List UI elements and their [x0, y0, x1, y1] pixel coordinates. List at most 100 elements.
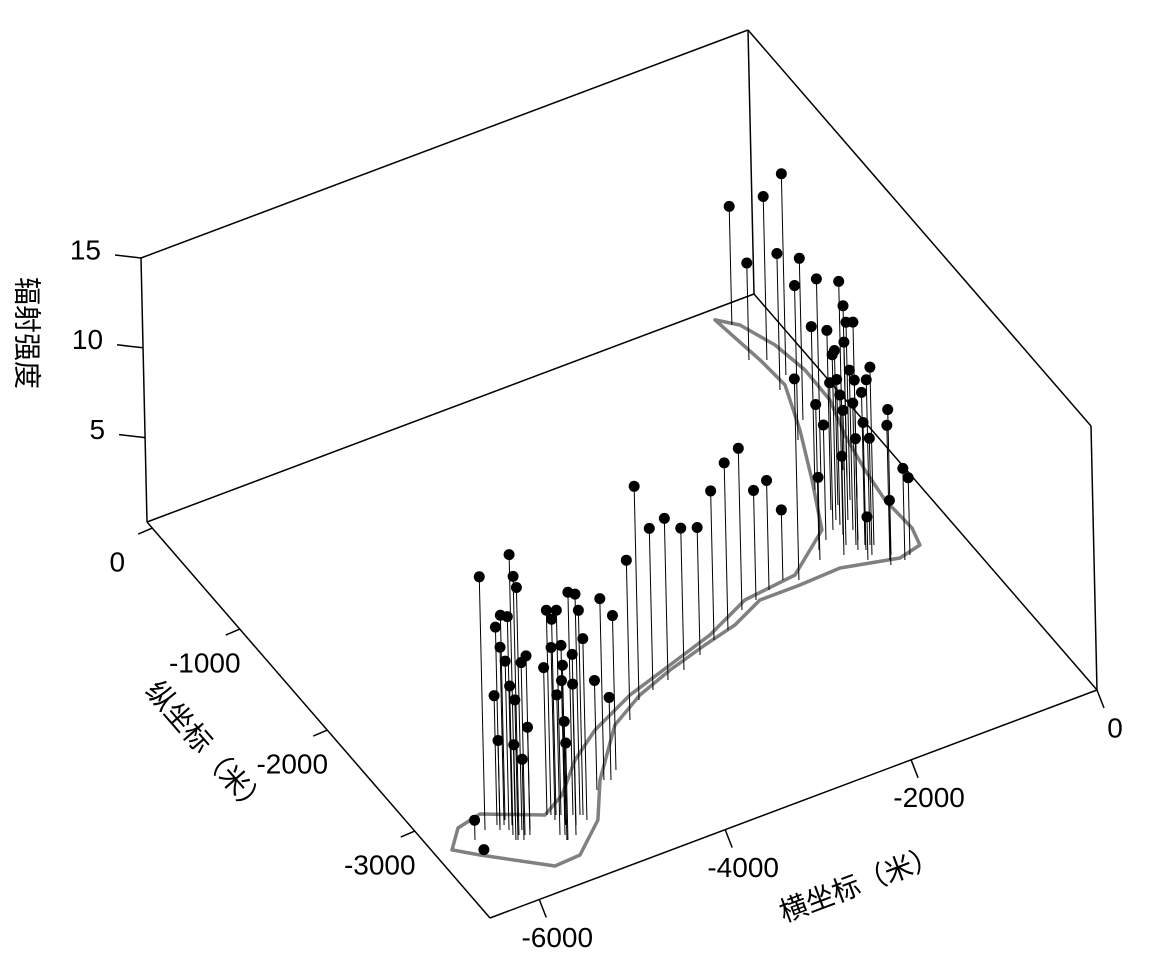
point — [551, 689, 563, 701]
z-tick-label: 5 — [90, 414, 106, 445]
point — [588, 674, 600, 686]
stem — [780, 173, 787, 375]
point — [489, 621, 501, 633]
point — [603, 691, 615, 703]
point — [478, 844, 490, 856]
point — [507, 570, 519, 582]
point — [821, 324, 833, 336]
box-edge — [489, 689, 1098, 919]
point — [473, 571, 485, 583]
stem — [680, 528, 685, 671]
stem — [582, 638, 588, 821]
stem — [815, 278, 822, 480]
stem — [478, 576, 486, 831]
stem — [776, 253, 781, 391]
point — [775, 168, 787, 180]
stem — [648, 528, 654, 690]
stem — [762, 196, 768, 360]
point — [882, 404, 894, 416]
stem — [866, 516, 869, 560]
point — [847, 316, 859, 328]
point — [675, 522, 687, 534]
point — [606, 610, 618, 622]
point — [741, 257, 753, 269]
stem — [696, 527, 701, 656]
point — [836, 450, 848, 462]
stem — [574, 594, 581, 815]
stem — [493, 695, 498, 825]
point — [577, 633, 589, 645]
stem — [746, 263, 750, 361]
point — [516, 753, 528, 765]
point — [837, 300, 849, 312]
point — [810, 398, 822, 410]
y-tick — [400, 830, 416, 838]
point — [788, 373, 800, 385]
point — [805, 321, 817, 333]
stem — [625, 560, 631, 721]
point — [761, 474, 773, 486]
box-edge — [1090, 425, 1098, 691]
point — [775, 504, 787, 516]
point — [855, 386, 867, 398]
stem — [556, 694, 561, 835]
x-tick-label: 0 — [1107, 712, 1123, 743]
point — [538, 662, 550, 674]
box-edge — [747, 29, 1092, 427]
stem — [514, 699, 519, 841]
point — [504, 680, 516, 692]
point — [789, 280, 801, 292]
stem — [512, 576, 520, 835]
stem — [854, 438, 859, 551]
stem — [499, 647, 505, 826]
point — [509, 694, 521, 706]
x-tick — [1096, 689, 1105, 709]
stem — [862, 422, 867, 550]
x-tick — [724, 829, 733, 848]
stem — [869, 367, 875, 545]
box-edge — [146, 521, 491, 919]
stem — [886, 425, 891, 561]
z-tick-label: 10 — [72, 324, 103, 355]
point — [837, 404, 849, 416]
point — [861, 511, 873, 523]
point — [864, 361, 876, 373]
y-tick — [225, 628, 241, 636]
y-tick-label: -2000 — [256, 748, 328, 779]
point — [723, 200, 735, 212]
point — [492, 735, 504, 747]
point — [771, 248, 783, 260]
box-edge — [753, 293, 1098, 691]
z-axis-title: 辐射强度 — [12, 277, 43, 389]
point — [857, 416, 869, 428]
point — [757, 191, 769, 203]
stem — [728, 206, 733, 325]
stem — [545, 610, 552, 816]
point — [594, 593, 606, 605]
y-tick — [312, 729, 328, 737]
stem — [822, 425, 827, 540]
point — [560, 737, 572, 749]
y-tick — [137, 527, 153, 535]
stem — [798, 258, 804, 420]
stem — [577, 610, 584, 816]
stem — [888, 500, 892, 565]
point — [860, 374, 872, 386]
point — [833, 275, 845, 287]
stem — [848, 370, 854, 530]
stem — [826, 330, 832, 510]
stem — [710, 490, 715, 640]
point — [817, 419, 829, 431]
stem — [723, 462, 729, 630]
point — [494, 641, 506, 653]
stem — [565, 743, 569, 841]
stem — [593, 680, 598, 791]
point — [691, 521, 703, 533]
x-tick-label: -6000 — [521, 922, 593, 953]
box-edge — [140, 257, 148, 523]
z-tick-label: 15 — [70, 234, 101, 265]
point — [572, 604, 584, 616]
point — [469, 814, 481, 826]
stem — [868, 438, 873, 555]
